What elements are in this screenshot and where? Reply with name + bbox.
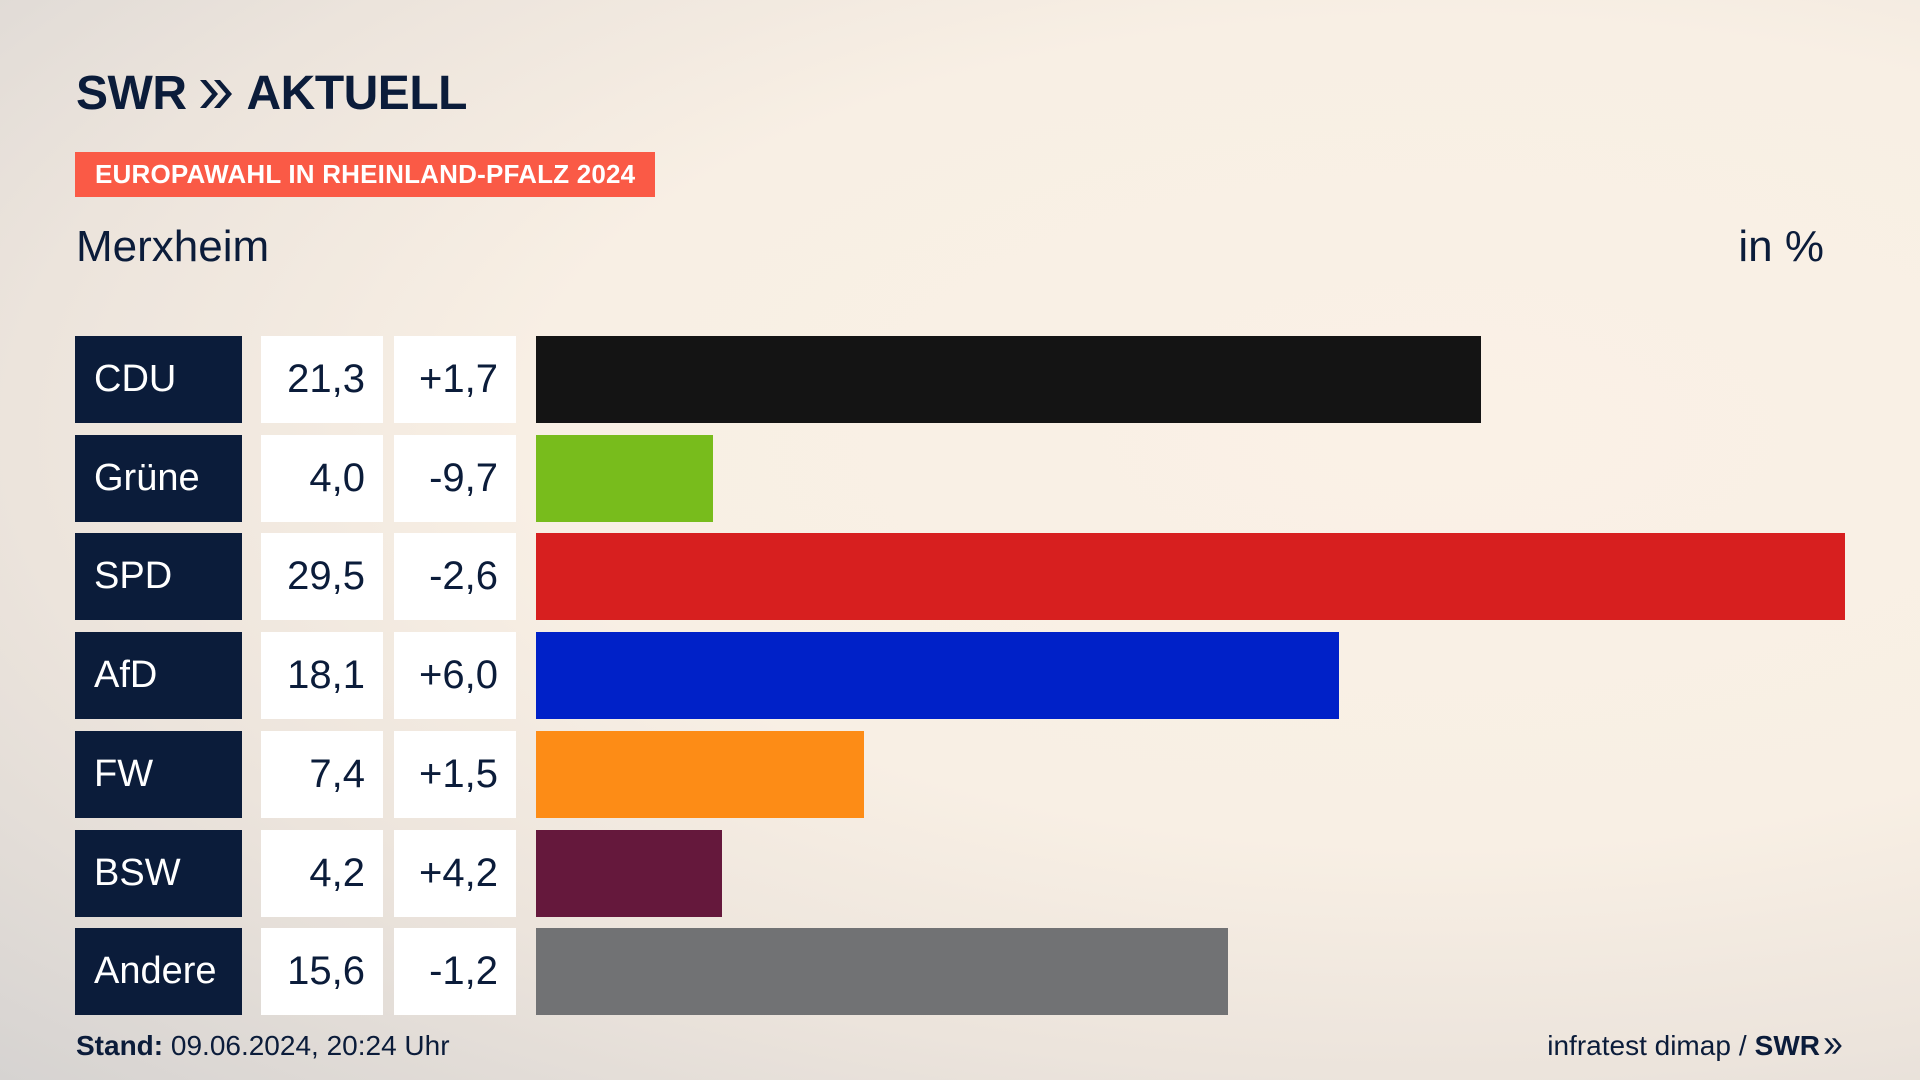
- logo-suffix: AKTUELL: [246, 67, 467, 120]
- change-label: -2,6: [394, 533, 516, 620]
- result-bar: [536, 336, 1481, 423]
- change-label: -1,2: [394, 928, 516, 1015]
- vote-share-label: 29,5: [261, 533, 383, 620]
- source-brand-text: SWR: [1754, 1030, 1820, 1061]
- party-label: Grüne: [75, 435, 242, 522]
- result-bar: [536, 928, 1228, 1015]
- result-bar: [536, 632, 1339, 719]
- chart-row: CDU 21,3 +1,7: [75, 336, 1845, 423]
- party-label: BSW: [75, 830, 242, 917]
- swr-aktuell-logo: SWR AKTUELL: [76, 66, 467, 121]
- vote-share-label: 4,2: [261, 830, 383, 917]
- change-label: +1,5: [394, 731, 516, 818]
- vote-share-label: 15,6: [261, 928, 383, 1015]
- party-label: Andere: [75, 928, 242, 1015]
- chart-row: BSW 4,2 +4,2: [75, 830, 1845, 917]
- party-label: AfD: [75, 632, 242, 719]
- stand-label: Stand:: [76, 1030, 164, 1061]
- chart-row: AfD 18,1 +6,0: [75, 632, 1845, 719]
- source-separator: /: [1738, 1030, 1747, 1061]
- timestamp: Stand: 09.06.2024, 20:24 Uhr: [76, 1030, 450, 1062]
- chart-row: FW 7,4 +1,5: [75, 731, 1845, 818]
- change-label: -9,7: [394, 435, 516, 522]
- change-label: +6,0: [394, 632, 516, 719]
- vote-share-label: 21,3: [261, 336, 383, 423]
- vote-share-label: 18,1: [261, 632, 383, 719]
- source-name: infratest dimap: [1547, 1030, 1731, 1061]
- change-label: +1,7: [394, 336, 516, 423]
- result-bar: [536, 533, 1845, 620]
- change-label: +4,2: [394, 830, 516, 917]
- source-brand: SWR: [1755, 1030, 1844, 1062]
- result-bar: [536, 830, 722, 917]
- vote-share-label: 4,0: [261, 435, 383, 522]
- chart-row: Grüne 4,0 -9,7: [75, 435, 1845, 522]
- election-tag: EUROPAWAHL IN RHEINLAND-PFALZ 2024: [75, 152, 656, 197]
- result-bar: [536, 731, 864, 818]
- source-credit: infratest dimap / SWR: [1547, 1030, 1844, 1062]
- party-label: FW: [75, 731, 242, 818]
- logo-brand: SWR: [76, 67, 187, 120]
- double-chevron-icon: [200, 79, 233, 108]
- chart-row: SPD 29,5 -2,6: [75, 533, 1845, 620]
- chart-row: Andere 15,6 -1,2: [75, 928, 1845, 1015]
- result-bar: [536, 435, 713, 522]
- party-label: SPD: [75, 533, 242, 620]
- unit-label: in %: [1738, 222, 1824, 271]
- party-label: CDU: [75, 336, 242, 423]
- double-chevron-icon: [1824, 1038, 1842, 1054]
- stand-value: 09.06.2024, 20:24 Uhr: [170, 1030, 450, 1061]
- vote-share-label: 7,4: [261, 731, 383, 818]
- page-title: Merxheim: [76, 222, 270, 271]
